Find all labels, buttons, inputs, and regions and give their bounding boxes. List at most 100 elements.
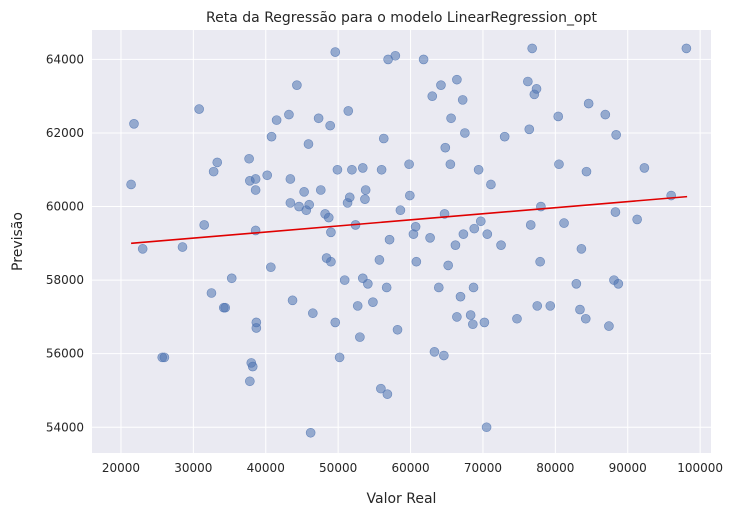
data-point: [357, 163, 368, 173]
data-point: [576, 244, 587, 254]
data-point: [571, 278, 582, 289]
data-point: [285, 198, 296, 208]
x-tick-label: 80000: [536, 461, 574, 475]
data-point: [527, 43, 537, 54]
data-point: [446, 113, 456, 124]
data-point: [482, 229, 493, 239]
data-point: [405, 190, 415, 201]
data-point: [343, 106, 354, 116]
data-point: [440, 142, 451, 153]
data-point: [352, 301, 363, 311]
data-point: [523, 76, 533, 87]
data-point: [313, 113, 324, 124]
data-point: [251, 323, 262, 333]
data-point: [245, 376, 255, 387]
data-point: [315, 185, 326, 195]
data-point: [486, 179, 496, 190]
data-point: [226, 273, 237, 284]
data-point: [465, 310, 476, 320]
data-point: [271, 115, 282, 125]
data-point: [305, 427, 316, 438]
data-point: [473, 164, 484, 175]
data-point: [323, 212, 334, 223]
data-point: [208, 166, 219, 177]
data-point: [347, 164, 357, 175]
data-point: [308, 308, 318, 319]
regression-line-group: [131, 195, 688, 245]
data-point: [639, 163, 650, 173]
y-tick-label: 58000: [46, 273, 84, 287]
data-point: [512, 313, 522, 324]
data-point: [458, 229, 469, 239]
data-point: [330, 317, 341, 328]
data-point: [681, 43, 692, 54]
data-point: [404, 159, 414, 170]
data-point: [445, 159, 456, 170]
data-point: [159, 352, 170, 363]
data-points: [126, 43, 692, 438]
data-point: [410, 221, 421, 232]
data-point: [381, 282, 392, 293]
data-point: [613, 278, 624, 289]
x-tick-label: 20000: [102, 461, 140, 475]
data-point: [475, 216, 486, 227]
data-point: [499, 131, 510, 142]
data-point: [468, 319, 478, 330]
data-point: [368, 297, 378, 307]
data-point: [212, 157, 223, 168]
data-point: [531, 84, 542, 94]
data-point: [524, 124, 535, 135]
data-point: [436, 80, 446, 90]
data-point: [326, 256, 336, 267]
chart-title: Reta da Regressão para o modelo LinearRe…: [206, 10, 597, 26]
data-point: [545, 301, 556, 311]
data-point: [339, 275, 350, 285]
data-point: [250, 185, 261, 195]
x-tick-label: 40000: [247, 461, 285, 475]
data-point: [384, 234, 395, 245]
data-point: [344, 192, 355, 203]
data-point: [583, 98, 594, 109]
data-point: [363, 278, 373, 289]
data-point: [177, 242, 188, 252]
y-axis-label: Previsão: [10, 212, 26, 271]
data-point: [206, 288, 217, 298]
x-tick-label: 100000: [677, 461, 723, 475]
data-point: [330, 47, 341, 57]
data-point: [469, 223, 480, 234]
data-point: [496, 240, 506, 250]
y-tick-label: 62000: [46, 126, 84, 140]
data-point: [390, 50, 401, 61]
data-point: [554, 159, 564, 170]
data-point: [378, 133, 389, 144]
data-point: [303, 139, 314, 149]
data-point: [468, 282, 479, 293]
data-point: [199, 220, 210, 230]
data-point: [611, 130, 621, 140]
data-point: [137, 244, 148, 254]
data-point: [247, 361, 258, 372]
data-point: [581, 166, 592, 177]
data-point: [479, 317, 490, 328]
data-point: [610, 207, 621, 217]
x-axis-label: Valor Real: [367, 491, 437, 507]
x-tick-label: 70000: [464, 461, 502, 475]
data-point: [266, 262, 276, 273]
data-point: [457, 95, 468, 105]
data-point: [575, 304, 585, 315]
data-point: [535, 256, 545, 267]
data-point: [418, 54, 429, 65]
regression-line: [131, 195, 688, 245]
plot-area: [92, 30, 711, 453]
data-point: [334, 352, 345, 363]
data-point: [532, 301, 543, 311]
x-tick-label: 60000: [391, 461, 429, 475]
data-point: [332, 164, 343, 175]
y-tick-label: 60000: [46, 200, 84, 214]
data-point: [287, 295, 298, 306]
data-point: [220, 302, 231, 313]
y-tick-label: 56000: [46, 347, 84, 361]
data-point: [553, 111, 564, 122]
data-point: [604, 321, 614, 331]
